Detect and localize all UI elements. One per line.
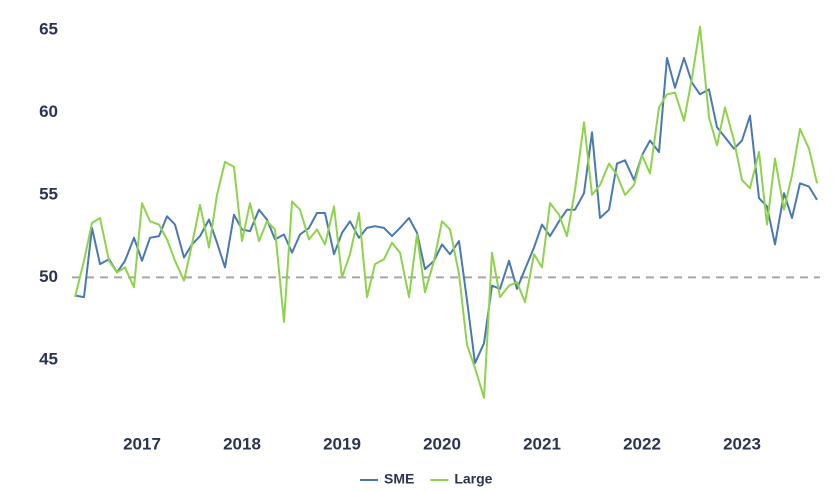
x-tick-label: 2022 — [623, 434, 661, 453]
y-tick-label: 50 — [39, 267, 58, 286]
y-tick-label: 45 — [39, 349, 58, 368]
y-tick-label: 60 — [39, 102, 58, 121]
x-tick-label: 2023 — [723, 434, 761, 453]
y-tick-label: 65 — [39, 19, 58, 38]
legend-label: SME — [384, 471, 414, 487]
series-line — [74, 57, 818, 365]
x-tick-label: 2017 — [123, 434, 161, 453]
x-tick-label: 2018 — [223, 434, 261, 453]
legend-label: Large — [454, 471, 492, 487]
x-tick-label: 2019 — [323, 434, 361, 453]
x-tick-label: 2021 — [523, 434, 561, 453]
x-tick-label: 2020 — [423, 434, 461, 453]
series-line — [74, 25, 818, 399]
y-tick-label: 55 — [39, 184, 58, 203]
